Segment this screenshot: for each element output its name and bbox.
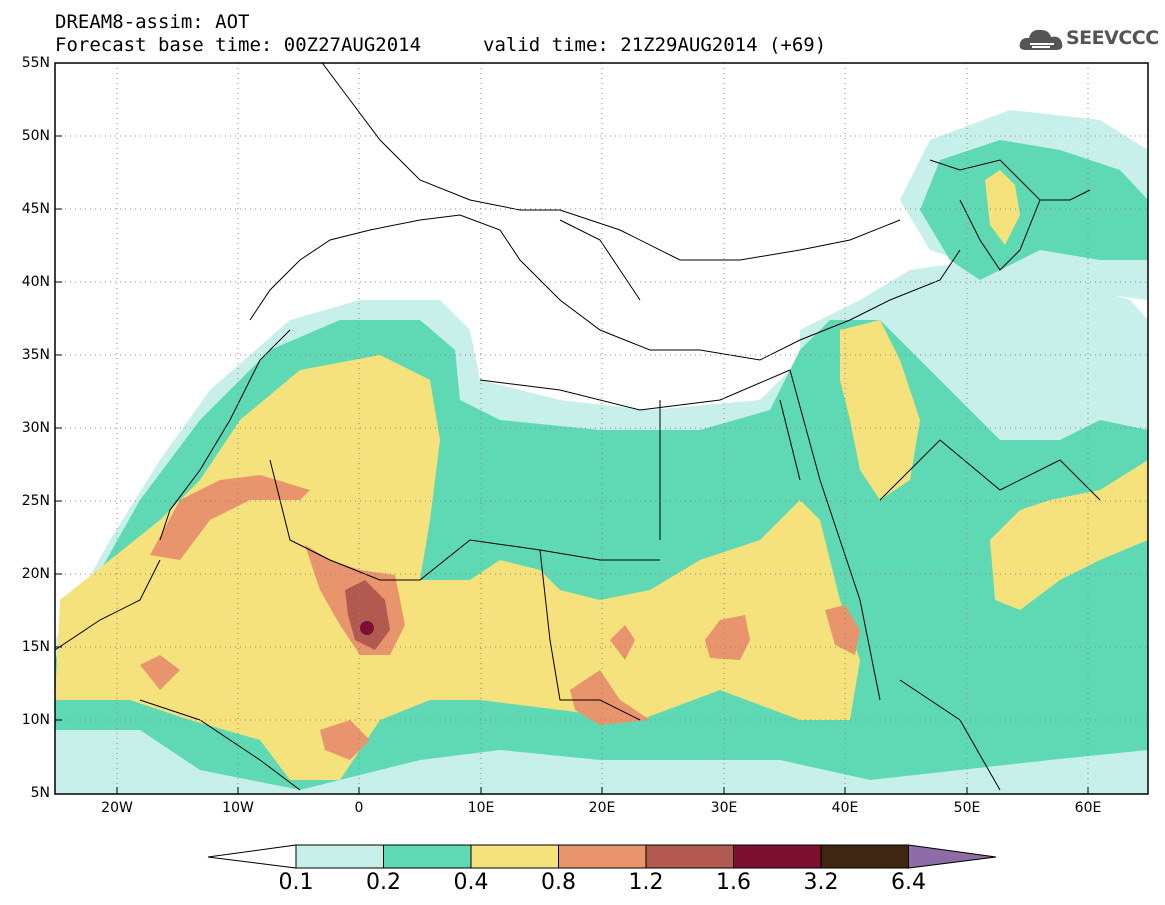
colorbar-label: 0.2	[366, 870, 401, 895]
colorbar-segment	[645, 844, 734, 869]
lon-label: 50E	[953, 800, 981, 816]
logo-text: SEEVCCC	[1066, 27, 1159, 49]
colorbar-label: 0.1	[278, 870, 314, 895]
colorbar-label: 1.2	[628, 870, 664, 895]
lon-label: 60E	[1074, 800, 1102, 816]
forecast-base-time: Forecast base time: 00Z27AUG2014	[55, 34, 422, 56]
colorbar-label: 6.4	[891, 870, 926, 895]
colorbar-label: 1.6	[716, 870, 751, 895]
colorbar	[207, 844, 997, 869]
lon-label: 10W	[222, 800, 254, 816]
lon-label: 40E	[831, 800, 859, 816]
lon-label: 20E	[588, 800, 616, 816]
lat-label: 30N	[21, 420, 50, 436]
lat-label: 45N	[21, 201, 50, 217]
lat-label: 15N	[21, 639, 50, 655]
aot-field	[55, 63, 1148, 794]
colorbar-label: 0.8	[541, 870, 576, 895]
lon-label: 0	[354, 800, 364, 816]
colorbar-label: 0.4	[453, 870, 489, 895]
colorbar-segment	[383, 844, 472, 869]
lat-label: 50N	[21, 128, 50, 144]
grid-lines	[55, 63, 1148, 794]
colorbar-segment	[470, 844, 559, 869]
colorbar-segment	[558, 844, 647, 869]
colorbar-high-arrow	[908, 844, 997, 869]
lat-label: 10N	[21, 712, 50, 728]
colorbar-label: 3.2	[803, 870, 839, 895]
lat-label: 35N	[21, 347, 50, 363]
lon-label: 20W	[101, 800, 133, 816]
lat-label: 40N	[21, 274, 50, 290]
map-title: DREAM8-assim: AOT	[55, 11, 250, 33]
lat-label: 5N	[30, 785, 50, 801]
lon-label: 10E	[467, 800, 495, 816]
colorbar-low-arrow	[207, 844, 297, 869]
seevccc-logo: SEEVCCC	[1018, 24, 1159, 56]
lon-label: 30E	[710, 800, 738, 816]
coastlines	[55, 63, 1101, 791]
lat-label: 20N	[21, 566, 50, 582]
colorbar-segment	[733, 844, 822, 869]
colorbar-segment	[295, 844, 384, 869]
colorbar-segment	[820, 844, 909, 869]
tick-marks	[55, 135, 1089, 794]
lat-label: 25N	[21, 493, 50, 509]
cloud-icon	[1019, 29, 1063, 50]
lat-label: 55N	[21, 55, 50, 71]
valid-time: valid time: 21Z29AUG2014 (+69)	[483, 34, 827, 56]
